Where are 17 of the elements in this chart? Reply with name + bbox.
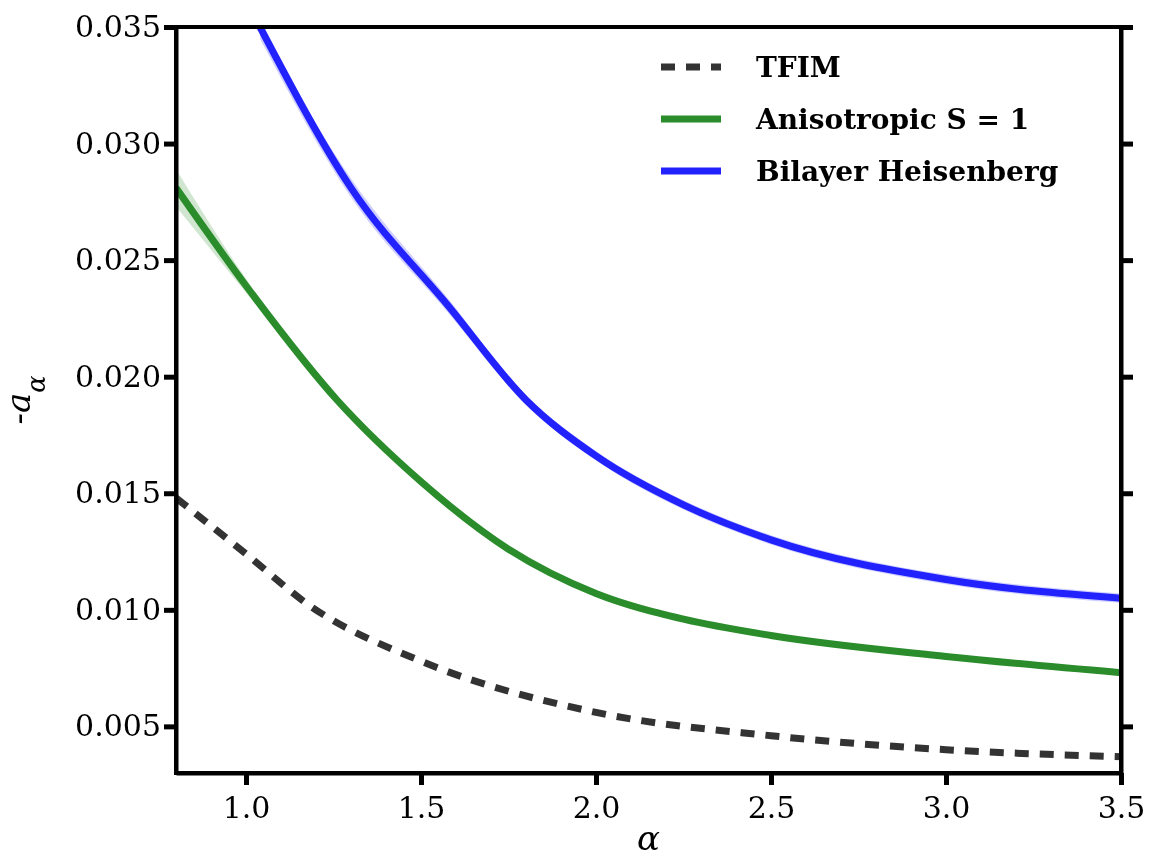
legend-label: Bilayer Heisenberg xyxy=(756,154,1059,188)
y-tick-label: 0.020 xyxy=(75,358,161,394)
x-tick-label: 2.5 xyxy=(747,790,796,825)
y-tick-label: 0.015 xyxy=(75,475,161,511)
x-tick-label: 1.5 xyxy=(397,790,446,825)
x-tick-label: 3.5 xyxy=(1097,790,1146,825)
y-tick-label: 0.030 xyxy=(75,125,161,161)
x-tick-label: 1.0 xyxy=(222,790,271,825)
x-tick-label: 2.0 xyxy=(572,790,621,825)
y-tick-label: 0.025 xyxy=(75,242,161,278)
legend-label: TFIM xyxy=(756,50,841,84)
legend-label: Anisotropic S = 1 xyxy=(755,102,1030,136)
y-tick-label: 0.035 xyxy=(75,9,161,45)
x-axis-title: α xyxy=(637,818,661,856)
y-tick-label: 0.005 xyxy=(75,708,161,744)
y-tick-label: 0.010 xyxy=(75,591,161,627)
x-tick-label: 3.0 xyxy=(922,790,971,825)
